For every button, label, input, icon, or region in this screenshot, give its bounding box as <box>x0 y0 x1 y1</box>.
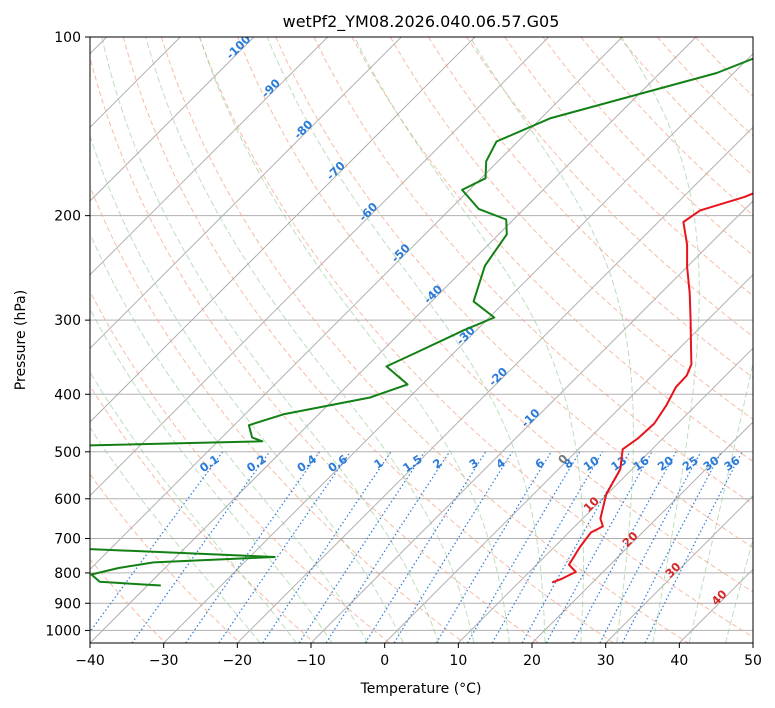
mixing-ratio-line <box>521 451 631 643</box>
isotherm-line <box>531 421 753 643</box>
mixing-ratio-line <box>131 451 271 643</box>
y-tick-label: 600 <box>54 492 81 508</box>
dry-adiabat <box>199 37 753 638</box>
moist-adiabat <box>90 134 404 643</box>
dry-adiabat <box>160 37 689 643</box>
y-tick-label: 400 <box>54 387 81 403</box>
x-tick-label: −20 <box>223 653 253 669</box>
mixing-ratio-line <box>298 451 426 643</box>
isotherm-line <box>90 37 402 350</box>
temperature-profile <box>551 192 753 584</box>
dry-adiabat <box>313 37 753 505</box>
moist-adiabat <box>90 426 261 643</box>
mixing-ratio-line <box>218 451 351 643</box>
moist-adiabat <box>101 37 439 643</box>
y-tick-label: 100 <box>54 30 81 46</box>
dry-adiabat <box>90 55 540 643</box>
dry-adiabat <box>275 37 753 549</box>
dry-adiabat <box>90 384 316 643</box>
mixing-ratio-line <box>262 451 392 643</box>
isotherm-line <box>90 37 623 571</box>
mixing-ratio-line <box>599 451 702 643</box>
x-tick-label: 10 <box>449 653 467 669</box>
x-tick-label: −10 <box>296 653 326 669</box>
y-tick-label: 1000 <box>45 623 81 639</box>
isotherm-line <box>457 347 753 643</box>
dry-adiabat <box>504 37 753 297</box>
chart-title: wetPf2_YM08.2026.040.06.57.G05 <box>283 12 560 32</box>
x-tick-label: 40 <box>670 653 688 669</box>
dry-adiabat <box>351 37 753 463</box>
moist-adiabat <box>199 37 510 643</box>
x-axis-label: Temperature (°C) <box>360 681 482 697</box>
moist-adiabat <box>266 37 546 643</box>
moist-adiabat <box>90 371 297 643</box>
isotherm-line <box>90 37 697 643</box>
x-tick-label: 30 <box>597 653 615 669</box>
isotherm-line <box>310 200 753 643</box>
isotherm-line <box>163 52 753 643</box>
isotherm-line <box>90 37 329 276</box>
isotherm-line <box>90 37 255 202</box>
isotherm-line <box>236 126 753 643</box>
y-tick-label: 900 <box>54 596 81 612</box>
profiles <box>90 57 753 587</box>
axis-ticks: −40 −30 −20 −10 0 10 20 30 40 50 100 200 300 400 500 60… <box>45 30 762 669</box>
y-tick-label: 300 <box>54 313 81 329</box>
x-tick-label: 20 <box>523 653 541 669</box>
x-tick-label: −30 <box>149 653 179 669</box>
dry-adiabat <box>237 37 753 593</box>
dry-adiabat <box>122 37 614 643</box>
y-tick-label: 200 <box>54 209 81 225</box>
dry-adiabat <box>389 37 753 420</box>
y-axis-label: Pressure (hPa) <box>13 290 29 390</box>
moist-adiabat <box>621 37 700 643</box>
dry-adiabat <box>427 37 753 379</box>
x-tick-label: 50 <box>744 653 762 669</box>
isotherm-line <box>90 37 550 497</box>
mixing-ratio-line <box>644 451 743 643</box>
dewpoint-profile <box>90 57 753 587</box>
mixing-ratio-line <box>325 451 451 643</box>
moist-adiabat <box>145 37 475 643</box>
mixing-ratio-line <box>572 451 677 643</box>
mixing-ratio-line <box>185 451 321 643</box>
y-tick-label: 800 <box>54 566 81 582</box>
mixing-ratio-line <box>545 451 653 643</box>
mixing-ratio-line <box>364 451 487 643</box>
x-tick-label: −40 <box>75 653 105 669</box>
plot-frame <box>89 36 754 644</box>
moist-adiabat <box>354 37 584 643</box>
isotherm-line <box>90 37 476 423</box>
isotherm-line <box>605 494 753 643</box>
dry-adiabat <box>466 37 753 338</box>
y-tick-label: 500 <box>54 445 81 461</box>
y-tick-label: 700 <box>54 532 81 548</box>
isotherm-line <box>384 273 753 643</box>
x-tick-label: 0 <box>380 653 389 669</box>
dry-adiabat <box>90 290 390 643</box>
background-grid <box>90 37 753 643</box>
mixing-ratio-line <box>435 451 552 643</box>
dry-adiabat <box>90 473 241 643</box>
moist-adiabat <box>90 232 369 643</box>
